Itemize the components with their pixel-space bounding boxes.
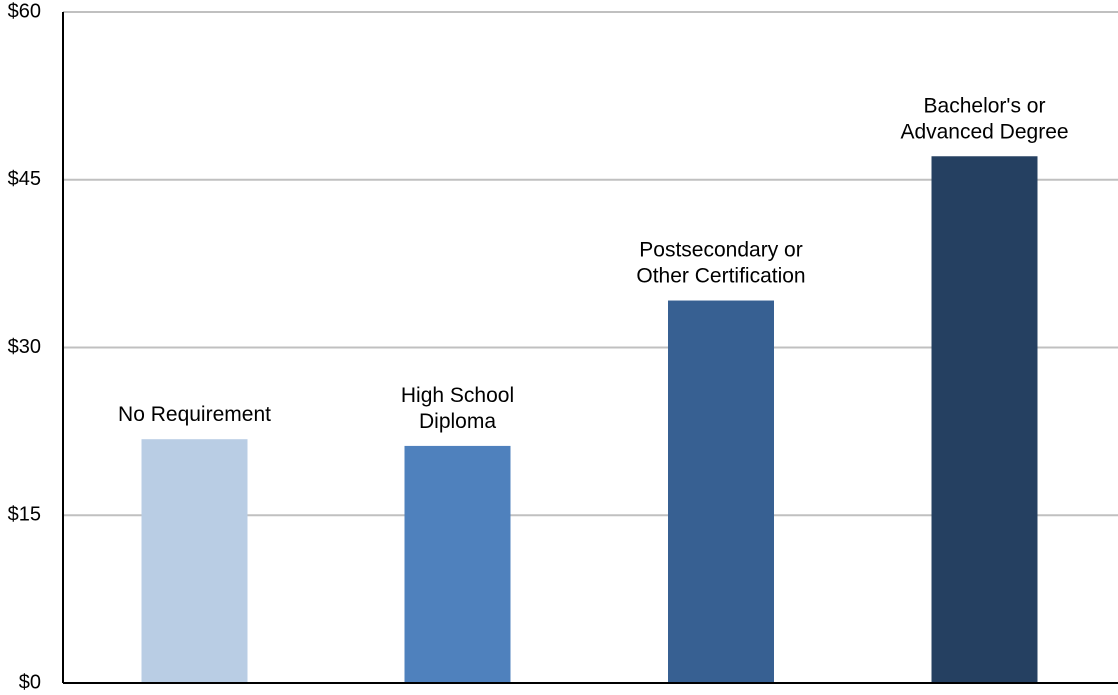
bar-category-label: High School xyxy=(401,384,514,407)
bar-category-label: Bachelor's or xyxy=(924,94,1046,117)
bar-category-label: Postsecondary or xyxy=(639,239,802,262)
bar xyxy=(668,300,774,683)
bar xyxy=(931,156,1038,683)
y-tick-label: $15 xyxy=(8,504,41,526)
bar-category-label: Diploma xyxy=(419,410,496,433)
bar xyxy=(404,445,511,683)
axes xyxy=(62,12,1118,684)
bar-category-label: Other Certification xyxy=(636,265,805,288)
bars xyxy=(141,156,1038,683)
bar-category-label: No Requirement xyxy=(118,403,271,426)
bar-category-labels: No Requirement High School Diploma Postseco… xyxy=(118,94,1069,433)
bar-category-label: Advanced Degree xyxy=(900,120,1068,143)
y-tick-label: $30 xyxy=(8,336,41,358)
y-tick-label: $0 xyxy=(19,671,41,693)
y-tick-label: $60 xyxy=(8,0,41,22)
y-axis-tick-labels: $0 $15 $30 $45 $60 xyxy=(8,0,41,693)
y-tick-label: $45 xyxy=(8,168,41,190)
bar xyxy=(141,439,248,683)
